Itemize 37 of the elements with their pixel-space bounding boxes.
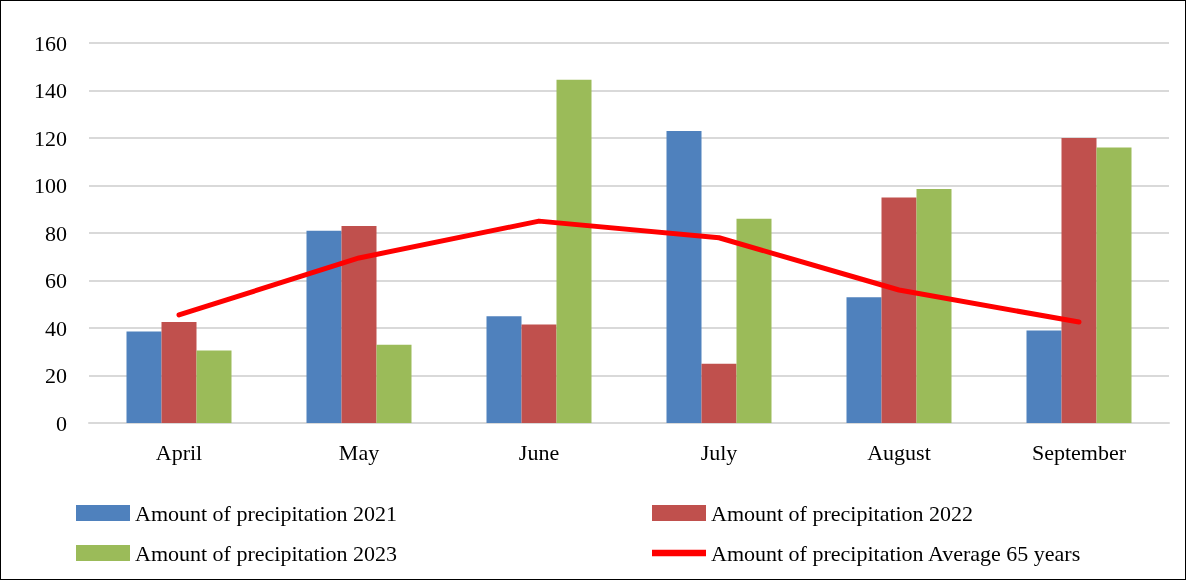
bar [341, 225, 377, 423]
x-tick-label: May [338, 439, 380, 465]
bar [736, 218, 772, 423]
bar [701, 363, 737, 423]
bar [556, 79, 592, 423]
bar [161, 322, 197, 423]
y-tick-label: 40 [45, 315, 67, 341]
legend-label: Amount of precipitation 2021 [135, 500, 398, 526]
bar [486, 316, 522, 423]
y-tick-label: 80 [45, 220, 67, 246]
bar [196, 350, 232, 423]
x-tick-label: June [518, 439, 560, 465]
x-tick-label: April [155, 439, 203, 465]
y-tick-label: 100 [34, 173, 67, 198]
y-tick-label: 160 [34, 30, 67, 56]
y-tick-label: 120 [34, 125, 67, 151]
legend-label: Amount of precipitation 2023 [135, 540, 398, 566]
bar [306, 230, 342, 423]
bar [126, 331, 162, 423]
bar [666, 130, 702, 423]
y-tick-label: 0 [56, 410, 67, 436]
bar [1096, 147, 1132, 423]
bar [521, 324, 557, 423]
legend-label: Amount of precipitation Average 65 years [711, 540, 1081, 566]
bar [1061, 138, 1097, 423]
bar [916, 189, 952, 423]
x-tick-label: September [1031, 439, 1127, 465]
x-tick-label: August [867, 439, 931, 465]
x-tick-label: July [700, 439, 738, 465]
bar [846, 297, 882, 423]
y-tick-label: 20 [45, 363, 67, 388]
legend-label: Amount of precipitation 2022 [711, 500, 974, 526]
bar [881, 197, 917, 423]
y-tick-label: 60 [45, 268, 67, 293]
bar [376, 344, 412, 423]
y-tick-label: 140 [34, 78, 67, 103]
bar [1026, 330, 1062, 423]
